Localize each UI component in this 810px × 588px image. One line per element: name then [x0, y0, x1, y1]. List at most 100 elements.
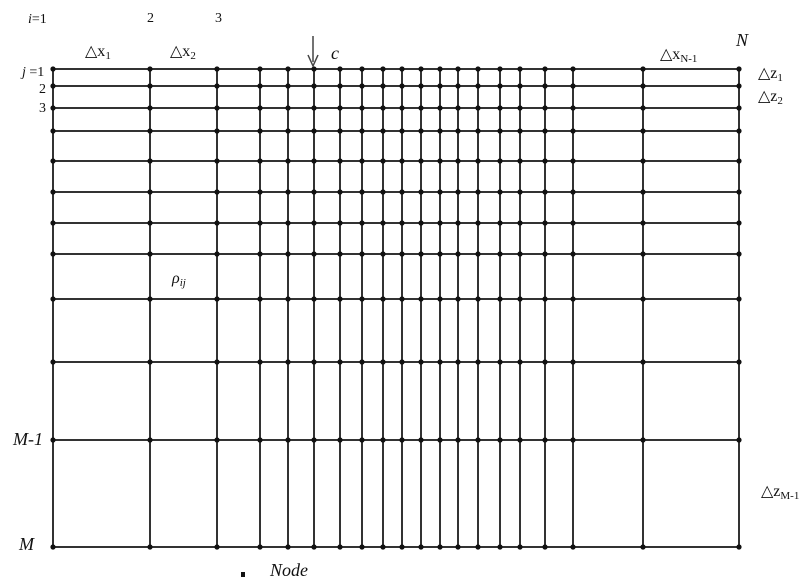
- grid-node: [497, 544, 503, 550]
- grid-node: [50, 128, 56, 134]
- grid-node: [736, 296, 742, 302]
- grid-node: [337, 251, 343, 257]
- grid-node: [542, 220, 548, 226]
- grid-node: [359, 251, 365, 257]
- grid-node: [380, 66, 386, 72]
- grid-node: [147, 359, 153, 365]
- grid-node: [359, 359, 365, 365]
- grid-node: [640, 128, 646, 134]
- grid-node: [337, 296, 343, 302]
- grid-node: [147, 437, 153, 443]
- grid-node: [517, 220, 523, 226]
- grid-node: [542, 296, 548, 302]
- grid-node: [640, 158, 646, 164]
- grid-node: [542, 83, 548, 89]
- grid-node: [50, 83, 56, 89]
- grid-node: [214, 189, 220, 195]
- grid-node: [214, 359, 220, 365]
- grid-node: [475, 296, 481, 302]
- grid-node: [455, 66, 461, 72]
- grid-node: [475, 544, 481, 550]
- horizontal-grid-lines: [53, 68, 739, 548]
- grid-node: [214, 83, 220, 89]
- grid-node: [257, 251, 263, 257]
- grid-node: [399, 105, 405, 111]
- grid-node: [285, 251, 291, 257]
- grid-node: [257, 296, 263, 302]
- grid-node: [337, 83, 343, 89]
- grid-node: [736, 66, 742, 72]
- grid-node: [437, 251, 443, 257]
- grid-node: [418, 189, 424, 195]
- grid-node: [437, 158, 443, 164]
- grid-node: [418, 437, 424, 443]
- grid-node: [455, 105, 461, 111]
- grid-node: [640, 296, 646, 302]
- source-label: c: [331, 43, 339, 63]
- grid-node: [285, 437, 291, 443]
- grid-node: [50, 437, 56, 443]
- grid-node: [736, 189, 742, 195]
- grid-node: [337, 189, 343, 195]
- grid-node: [311, 189, 317, 195]
- grid-node: [147, 158, 153, 164]
- grid-node: [257, 220, 263, 226]
- grid-node: [497, 128, 503, 134]
- grid-node: [542, 359, 548, 365]
- grid-node: [399, 437, 405, 443]
- source-arrow: [307, 36, 319, 68]
- grid-node: [455, 128, 461, 134]
- grid-node: [337, 158, 343, 164]
- grid-node: [257, 437, 263, 443]
- grid-node: [147, 220, 153, 226]
- grid-node: [570, 83, 576, 89]
- grid-node: [542, 189, 548, 195]
- grid-node: [418, 220, 424, 226]
- grid-node: [517, 66, 523, 72]
- grid-node: [437, 544, 443, 550]
- grid-node: [418, 251, 424, 257]
- grid-node: [542, 437, 548, 443]
- grid-node: [285, 105, 291, 111]
- grid-node: [50, 296, 56, 302]
- grid-node: [285, 189, 291, 195]
- grid-node: [542, 544, 548, 550]
- grid-node: [311, 437, 317, 443]
- grid-node: [359, 105, 365, 111]
- grid-node: [380, 105, 386, 111]
- grid-node: [570, 158, 576, 164]
- grid-node: [147, 296, 153, 302]
- legend-node-label: Node: [270, 560, 308, 580]
- grid-node: [497, 251, 503, 257]
- grid-node: [285, 544, 291, 550]
- grid-node: [311, 296, 317, 302]
- grid-node: [337, 66, 343, 72]
- grid-node: [147, 105, 153, 111]
- grid-node: [147, 189, 153, 195]
- grid-node: [736, 128, 742, 134]
- grid-node: [497, 359, 503, 365]
- grid-node: [497, 296, 503, 302]
- grid-node: [736, 437, 742, 443]
- grid-node: [570, 128, 576, 134]
- grid-node: [475, 189, 481, 195]
- grid-node: [736, 220, 742, 226]
- grid-node: [311, 158, 317, 164]
- grid-node: [50, 189, 56, 195]
- grid-node: [570, 251, 576, 257]
- column-label-first: i=1: [28, 12, 47, 27]
- grid-node: [418, 128, 424, 134]
- grid-node: [570, 220, 576, 226]
- grid-node: [311, 220, 317, 226]
- x-spacing-last: △xN-1: [660, 46, 698, 65]
- grid-node: [517, 251, 523, 257]
- grid-node: [214, 158, 220, 164]
- grid-node: [337, 437, 343, 443]
- grid-node: [147, 83, 153, 89]
- grid-node: [214, 296, 220, 302]
- grid-node: [517, 544, 523, 550]
- column-label-last: N: [736, 30, 749, 50]
- grid-node: [455, 189, 461, 195]
- grid-node: [570, 189, 576, 195]
- grid-node: [437, 128, 443, 134]
